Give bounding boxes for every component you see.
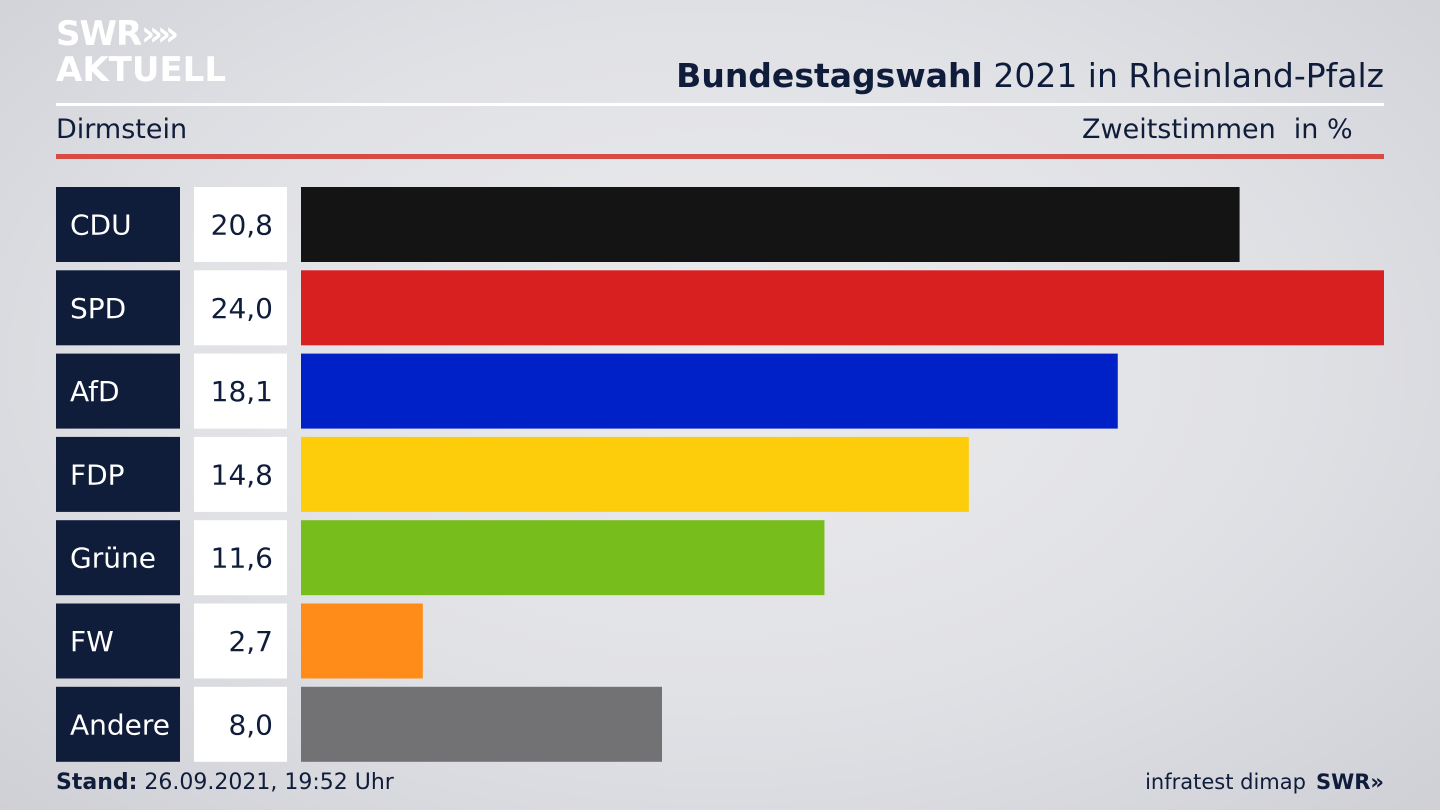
stand-value: 26.09.2021, 19:52 Uhr <box>144 770 394 795</box>
party-label: FW <box>70 625 114 658</box>
bar-row: FW 2,7 <box>56 603 423 679</box>
value-label: 18,1 <box>211 375 273 408</box>
swr-brand-logo: SWR» <box>1315 770 1384 794</box>
source-credit: infratest dimap SWR» <box>1145 770 1384 794</box>
bar-row: FDP 14,8 <box>56 436 969 512</box>
header-divider <box>56 103 1384 106</box>
bar-grne <box>301 520 825 596</box>
party-label: AfD <box>70 375 120 408</box>
bar-row: CDU 20,8 <box>56 187 1240 262</box>
logo-aktuell-text: AKTUELL <box>56 50 227 90</box>
value-label: 20,8 <box>211 209 273 242</box>
bar-row: Grüne 11,6 <box>56 520 825 596</box>
value-label: 14,8 <box>211 458 273 491</box>
value-label-box <box>194 520 287 596</box>
swr-aktuell-logo: SWR»» AKTUELL <box>56 16 226 88</box>
value-label: 11,6 <box>211 542 273 575</box>
bar-fdp <box>301 436 969 512</box>
unit-text: in % <box>1293 114 1353 145</box>
party-label-box <box>56 520 180 596</box>
value-label-box <box>194 436 287 512</box>
source-text: infratest dimap <box>1145 770 1306 794</box>
value-label-box <box>194 686 287 762</box>
value-label-box <box>194 270 287 346</box>
bar-row: Andere 8,0 <box>56 686 662 762</box>
value-label: 24,0 <box>211 292 273 325</box>
bar-row: SPD 24,0 <box>56 270 1384 346</box>
timestamp: Stand: 26.09.2021, 19:52 Uhr <box>56 770 394 795</box>
party-label-box <box>56 353 180 429</box>
value-label-box <box>194 187 287 262</box>
location-label: Dirmstein <box>56 114 188 145</box>
measure-label: Zweitstimmen in % <box>1082 114 1353 145</box>
bar-andere <box>301 686 662 762</box>
page-title: Bundestagswahl 2021 in Rheinland-Pfalz <box>676 56 1384 95</box>
party-label: FDP <box>70 458 125 491</box>
bar-row: AfD 18,1 <box>56 353 1118 429</box>
bar-afd <box>301 353 1118 429</box>
title-bold: Bundestagswahl <box>676 56 983 95</box>
party-label: CDU <box>70 209 132 242</box>
party-label-box <box>56 187 180 262</box>
bar-spd <box>301 270 1384 346</box>
stand-label: Stand: <box>56 770 138 795</box>
party-label-box <box>56 603 180 679</box>
party-label-box <box>56 436 180 512</box>
measure-text: Zweitstimmen <box>1082 114 1276 145</box>
party-label: SPD <box>70 292 126 325</box>
value-label-box <box>194 603 287 679</box>
bar-fw <box>301 603 423 679</box>
party-label: Andere <box>70 708 170 741</box>
party-label: Grüne <box>70 542 156 575</box>
party-label-box <box>56 270 180 346</box>
value-label: 8,0 <box>228 708 273 741</box>
value-label: 2,7 <box>228 625 273 658</box>
party-label-box <box>56 686 180 762</box>
value-label-box <box>194 353 287 429</box>
title-rest: 2021 in Rheinland-Pfalz <box>993 56 1384 95</box>
accent-divider <box>56 154 1384 159</box>
bar-cdu <box>301 187 1240 262</box>
logo-swr-text: SWR <box>56 14 142 54</box>
